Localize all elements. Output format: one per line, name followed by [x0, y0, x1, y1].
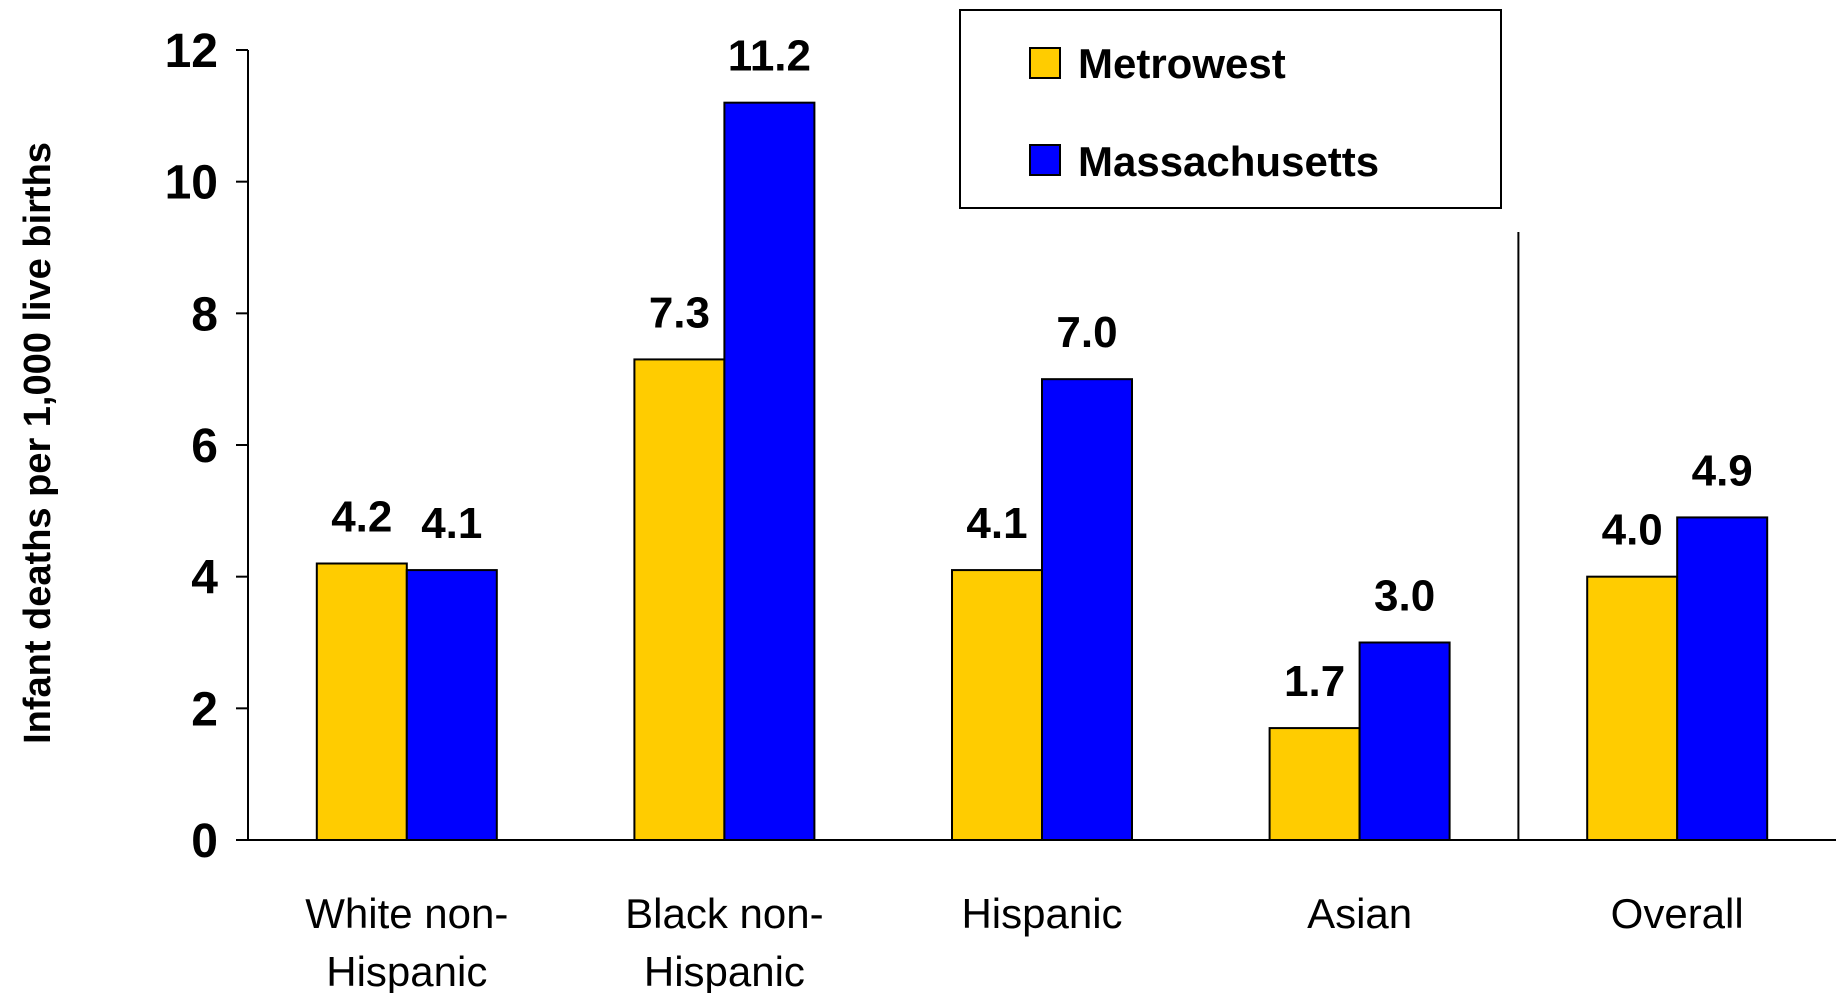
y-tick-label: 8: [191, 288, 218, 341]
y-axis-label-group: Infant deaths per 1,000 live births: [17, 142, 59, 744]
y-tick-label: 10: [165, 157, 218, 210]
data-label-massachusetts-1: 11.2: [728, 32, 811, 81]
bar-metrowest-4: [1586, 575, 1679, 842]
axes: 0 2 4 6 8 10 12: [165, 25, 1836, 868]
data-label-metrowest-1: 7.3: [649, 288, 710, 337]
bar-metrowest-2: [951, 569, 1043, 841]
legend-swatch-massachusetts: [1029, 144, 1061, 176]
y-tick-label: 6: [191, 420, 218, 473]
bar-massachusetts-0: [405, 569, 498, 841]
category-label: Black non-: [625, 890, 823, 937]
data-label-metrowest-3: 1.7: [1284, 657, 1345, 706]
data-label-massachusetts-0: 4.1: [421, 499, 482, 548]
y-axis-label: Infant deaths per 1,000 live births: [17, 142, 59, 744]
category-label: Hispanic: [644, 948, 805, 993]
category-label: Hispanic: [326, 948, 487, 993]
data-label-metrowest-0: 4.2: [331, 493, 392, 542]
bar-metrowest-1: [633, 358, 726, 841]
bar-metrowest-3: [1268, 727, 1361, 841]
bar-massachusetts-3: [1358, 641, 1451, 841]
category-label: White non-: [305, 890, 508, 937]
category-label: Hispanic: [961, 890, 1122, 937]
category-label: Asian: [1307, 890, 1412, 937]
legend-label-metrowest: Metrowest: [1078, 40, 1286, 87]
legend-swatch-metrowest: [1029, 47, 1061, 79]
y-tick-label: 4: [191, 552, 218, 605]
bars: [315, 101, 1769, 842]
y-tick-label: 12: [165, 25, 218, 78]
data-label-massachusetts-2: 7.0: [1056, 308, 1117, 357]
bar-massachusetts-2: [1041, 378, 1133, 841]
legend: Metrowest Massachusetts: [959, 9, 1502, 209]
category-label: Overall: [1611, 890, 1744, 937]
y-tick-label: 2: [191, 683, 218, 736]
data-label-metrowest-2: 4.1: [966, 499, 1027, 548]
bar-metrowest-0: [315, 562, 408, 841]
data-label-massachusetts-3: 3.0: [1374, 572, 1435, 621]
bar-massachusetts-1: [723, 101, 816, 841]
data-labels: 4.2 4.1 7.3 11.2 4.1 7.0 1.7 3.0 4.0 4.9: [331, 32, 1753, 706]
data-label-metrowest-4: 4.0: [1602, 506, 1663, 555]
legend-label-massachusetts: Massachusetts: [1078, 138, 1379, 185]
y-tick-label: 0: [191, 815, 218, 868]
category-labels: White non- Hispanic Black non- Hispanic Hisp…: [305, 890, 1743, 993]
data-label-massachusetts-4: 4.9: [1692, 446, 1753, 495]
bar-massachusetts-4: [1676, 516, 1769, 842]
